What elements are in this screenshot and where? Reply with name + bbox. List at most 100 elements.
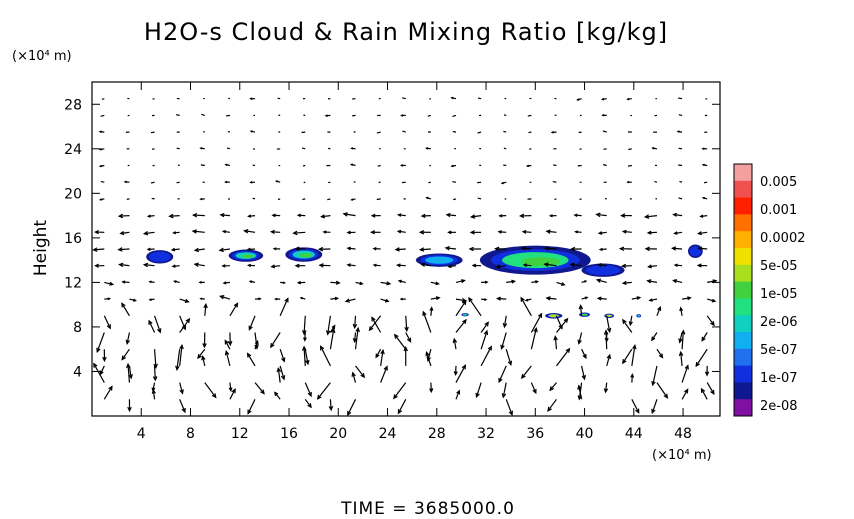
- wind-arrow: [681, 389, 689, 400]
- colorbar-label: 0.001: [760, 203, 797, 218]
- wind-arrow-head: [573, 213, 578, 217]
- wind-arrow-head: [420, 213, 426, 218]
- wind-arrow: [520, 297, 532, 317]
- wind-arrow-head: [577, 395, 583, 401]
- wind-arrow-head: [445, 212, 451, 218]
- wind-arrow: [304, 382, 312, 397]
- x-tick-label: 36: [526, 426, 544, 442]
- wind-arrow: [144, 231, 155, 235]
- wind-arrow-head: [700, 387, 706, 393]
- wind-arrow: [194, 263, 205, 267]
- wind-arrow: [152, 390, 156, 400]
- wind-arrow: [530, 382, 537, 394]
- wind-arrow: [226, 147, 231, 150]
- wind-arrow-head: [646, 279, 652, 284]
- wind-arrow: [545, 247, 557, 250]
- wind-arrow: [352, 372, 357, 383]
- wind-arrow-head: [96, 347, 101, 353]
- wind-arrow-head: [221, 229, 226, 234]
- cloud-blob: [228, 249, 264, 262]
- wind-arrow-head: [383, 365, 388, 371]
- wind-arrow-head: [651, 408, 656, 415]
- wind-arrow-head: [118, 262, 124, 268]
- wind-arrow-head: [501, 393, 507, 399]
- wind-arrow-head: [701, 196, 705, 200]
- wind-arrow: [656, 348, 664, 358]
- x-tick-label: 8: [186, 426, 195, 442]
- wind-arrow-head: [92, 247, 98, 252]
- wind-arrow: [376, 198, 381, 201]
- wind-arrow: [354, 332, 357, 342]
- wind-arrow-head: [636, 296, 642, 300]
- wind-arrow-head: [370, 213, 376, 218]
- wind-arrow-head: [618, 246, 625, 252]
- y-tick-label: 8: [73, 320, 82, 336]
- wind-arrow-head: [596, 296, 602, 301]
- wind-arrow: [678, 97, 683, 100]
- wind-arrow: [329, 399, 332, 410]
- cloud-blob: [687, 244, 703, 258]
- wind-arrow-head: [219, 295, 225, 300]
- wind-arrow: [397, 399, 407, 414]
- wind-arrow-head: [396, 213, 402, 217]
- x-tick-label: 48: [674, 426, 692, 442]
- wind-arrow: [581, 348, 587, 359]
- colorbar-swatch: [734, 264, 752, 283]
- wind-arrow-head: [522, 263, 528, 267]
- wind-arrow-head: [461, 297, 468, 303]
- wind-arrow-head: [305, 359, 310, 366]
- wind-arrow-head: [335, 280, 341, 285]
- wind-arrow: [602, 130, 607, 133]
- wind-arrow: [596, 213, 607, 217]
- colorbar-swatch: [734, 164, 752, 182]
- wind-arrow: [225, 351, 231, 367]
- wind-arrow-head: [109, 281, 115, 286]
- wind-arrow: [455, 279, 465, 283]
- wind-arrow-head: [117, 213, 124, 219]
- wind-arrow-head: [553, 335, 558, 341]
- wind-arrow-head: [518, 213, 525, 219]
- colorbar-label: 2e-06: [760, 315, 798, 330]
- wind-arrow: [204, 304, 207, 316]
- colorbar-swatch: [734, 365, 752, 383]
- wind-arrow: [345, 298, 356, 302]
- wind-arrow-head: [171, 264, 176, 268]
- wind-arrow: [101, 98, 105, 100]
- wind-arrow-head: [429, 306, 434, 311]
- wind-arrow-head: [148, 280, 152, 284]
- wind-arrow: [96, 332, 105, 352]
- colorbar-label: 0.0002: [760, 231, 806, 246]
- wind-arrow: [153, 315, 161, 333]
- wind-arrow-head: [93, 362, 98, 368]
- wind-arrow: [679, 332, 683, 343]
- wind-arrow: [201, 113, 205, 116]
- wind-arrow-head: [372, 263, 377, 267]
- wind-arrow: [505, 349, 512, 365]
- wind-arrow: [527, 114, 532, 117]
- wind-arrow: [477, 97, 482, 100]
- wind-arrow: [197, 348, 206, 359]
- wind-arrow-head: [320, 214, 326, 219]
- wind-arrow-head: [626, 180, 630, 184]
- wind-arrow-head: [393, 333, 399, 339]
- wind-arrow: [678, 147, 683, 150]
- wind-arrow-head: [498, 377, 503, 384]
- wind-arrow-head: [359, 281, 364, 286]
- wind-arrow-head: [604, 337, 609, 343]
- wind-arrow-head: [349, 163, 354, 167]
- wind-arrow-head: [435, 281, 440, 286]
- wind-arrow: [521, 365, 532, 379]
- wind-arrow-head: [697, 246, 703, 251]
- wind-arrow: [477, 181, 482, 184]
- wind-arrow: [631, 399, 640, 413]
- wind-arrow-head: [484, 280, 489, 284]
- wind-arrow: [304, 398, 312, 408]
- wind-arrow-head: [520, 373, 526, 380]
- wind-arrow-head: [385, 298, 390, 303]
- wind-arrow: [598, 264, 607, 267]
- wind-arrow: [274, 392, 281, 400]
- wind-arrow-head: [429, 388, 434, 394]
- wind-arrow-head: [471, 263, 477, 268]
- wind-arrow-head: [498, 214, 503, 218]
